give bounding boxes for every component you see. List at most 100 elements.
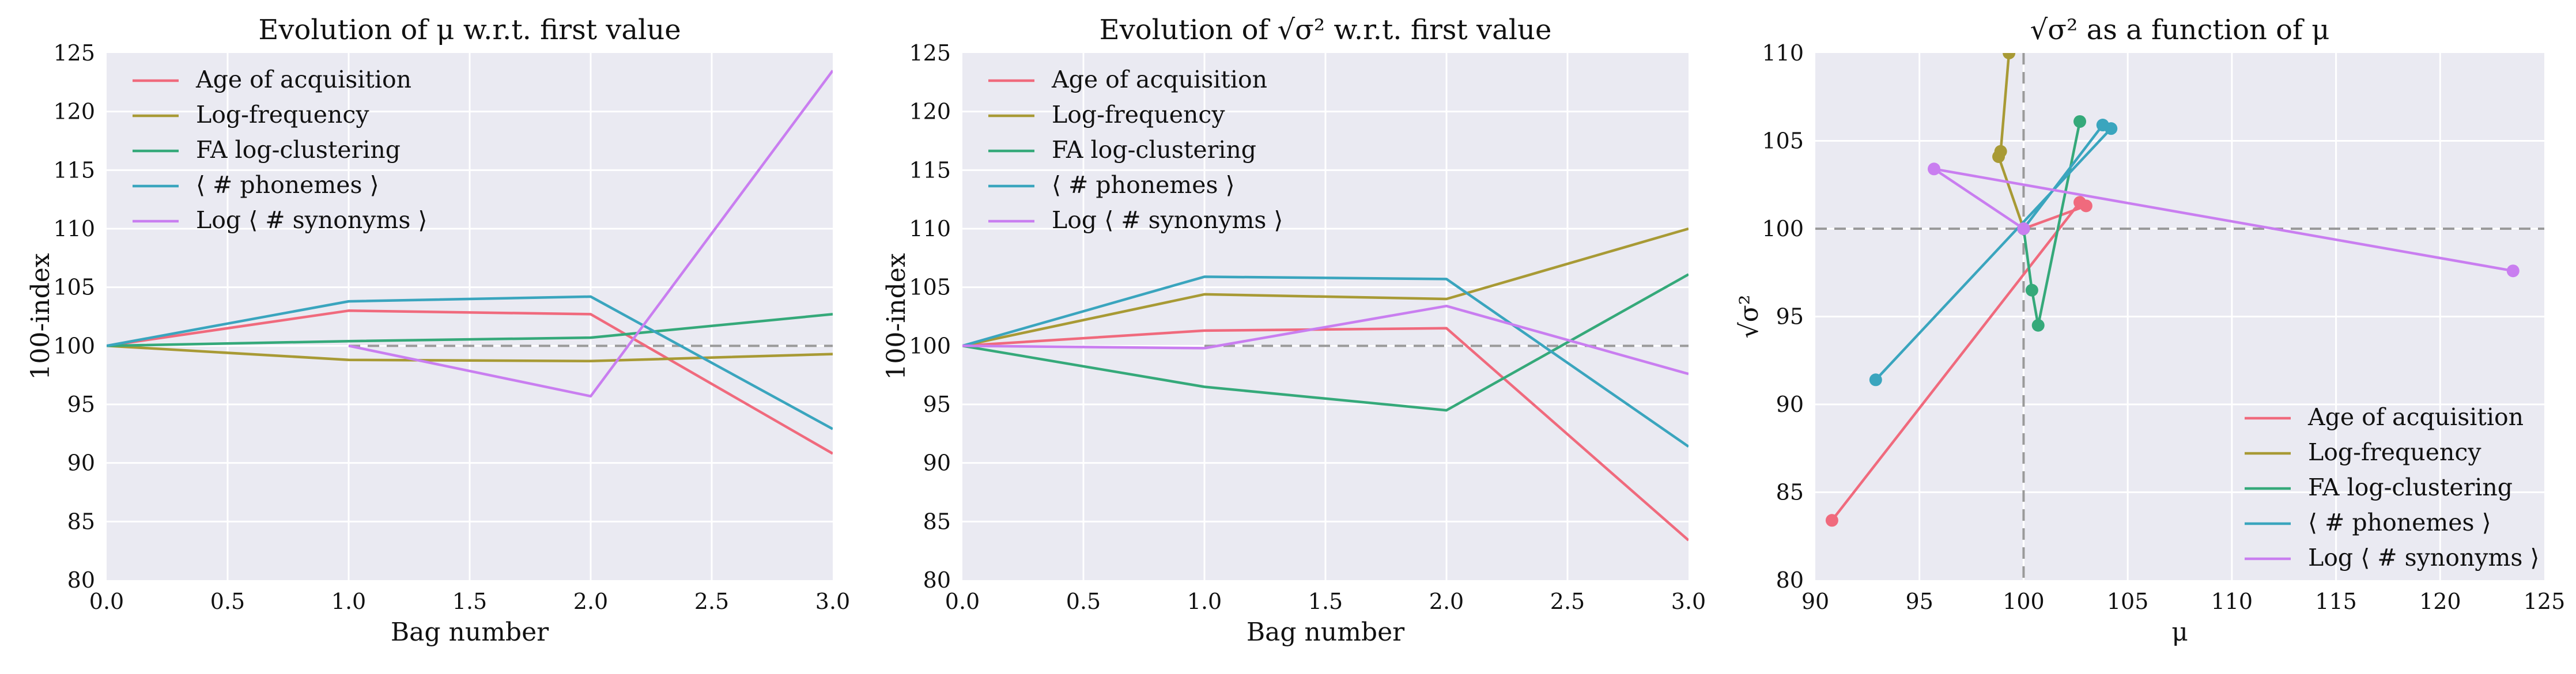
chart-panel-2: 0.0 0.5 1.0 1.5 2.0 2.5 3.0 80 85 90 95 100 105 110 11… <box>882 14 1706 647</box>
x-tick-label: 1.5 <box>452 589 487 614</box>
x-tick-label: 110 <box>2211 589 2253 614</box>
y-tick-label: 115 <box>53 157 95 183</box>
series-line-5 <box>962 304 1689 376</box>
legend-label: Log-frequency <box>196 101 369 128</box>
series-point-4 <box>1869 373 1882 387</box>
series-point-1 <box>2073 196 2087 209</box>
x-tick-label: 0.0 <box>89 589 124 614</box>
y-tick-label: 125 <box>909 40 951 66</box>
legend-label: FA log-clustering <box>1052 136 1256 164</box>
series-point-3 <box>2031 319 2045 332</box>
series-point-5 <box>2017 222 2030 235</box>
series-line-2 <box>962 227 1689 347</box>
y-tick-label: 80 <box>1776 567 1804 593</box>
legend-label: Log ⟨ # synonyms ⟩ <box>1052 206 1283 234</box>
legend: Age of acquisition Log-frequency FA log-cl… <box>988 66 1283 234</box>
y-tick-label: 105 <box>53 275 95 300</box>
y-tick-label: 105 <box>909 275 951 300</box>
x-tick-label: 2.0 <box>1429 589 1464 614</box>
legend-label: Log ⟨ # synonyms ⟩ <box>196 206 427 234</box>
legend-label: ⟨ # phonemes ⟩ <box>2308 509 2491 536</box>
y-tick-label: 120 <box>53 99 95 124</box>
series-line-3 <box>2022 121 2082 327</box>
series-point-5 <box>1928 162 1941 176</box>
series-group <box>1825 53 2520 527</box>
x-axis-label: Bag number <box>391 618 549 647</box>
x-tick-label: 0.0 <box>945 589 980 614</box>
legend-label: ⟨ # phonemes ⟩ <box>196 171 379 199</box>
y-tick-label: 90 <box>923 450 951 476</box>
series-line-3 <box>962 273 1689 412</box>
y-axis-label: 100-index <box>26 253 55 380</box>
x-tick-label: 3.0 <box>815 589 850 614</box>
legend: Age of acquisition Log-frequency FA log-cl… <box>133 66 427 234</box>
legend-label: FA log-clustering <box>2308 474 2513 501</box>
x-tick-label: 1.5 <box>1308 589 1343 614</box>
x-tick-label: 120 <box>2419 589 2461 614</box>
y-tick-label: 80 <box>923 567 951 593</box>
chart-title: Evolution of μ w.r.t. first value <box>258 14 681 46</box>
legend-label: Log-frequency <box>1052 101 1225 128</box>
x-tick-label: 3.0 <box>1671 589 1706 614</box>
series-point-1 <box>1825 514 1838 527</box>
y-tick-label: 85 <box>67 509 95 534</box>
x-tick-label: 105 <box>2107 589 2149 614</box>
y-tick-label: 110 <box>909 216 951 241</box>
x-tick-label: 2.5 <box>1550 589 1585 614</box>
series-line-1 <box>107 309 833 455</box>
chart-title: √σ² as a function of μ <box>2030 14 2330 46</box>
series-group <box>107 70 833 455</box>
chart-panel-1: 0.0 0.5 1.0 1.5 2.0 2.5 3.0 80 85 90 95 100 105 110 11… <box>26 14 850 647</box>
legend-label: Log ⟨ # synonyms ⟩ <box>2308 544 2539 571</box>
legend: Age of acquisition Log-frequency FA log-cl… <box>2245 403 2539 571</box>
legend-label: Age of acquisition <box>1051 66 1267 93</box>
y-tick-label: 100 <box>53 333 95 358</box>
legend-label: ⟨ # phonemes ⟩ <box>1052 171 1235 199</box>
y-tick-label: 110 <box>1762 40 1804 66</box>
y-axis-label: 100-index <box>882 253 911 380</box>
y-tick-label: 110 <box>53 216 95 241</box>
x-tick-label: 125 <box>2524 589 2566 614</box>
x-tick-label: 0.5 <box>1066 589 1101 614</box>
series-point-4 <box>2105 122 2118 135</box>
y-tick-label: 90 <box>67 450 95 476</box>
x-tick-label: 0.5 <box>210 589 245 614</box>
series-line-4 <box>107 295 833 430</box>
legend-label: Age of acquisition <box>195 66 411 93</box>
series-line-5 <box>348 70 833 398</box>
series-line-4 <box>962 275 1689 448</box>
series-point-2 <box>1994 145 2007 158</box>
series-point-2 <box>2003 53 2016 59</box>
legend-label: Age of acquisition <box>2307 403 2524 431</box>
y-tick-label: 80 <box>67 567 95 593</box>
series-line-1 <box>962 327 1689 542</box>
y-tick-label: 85 <box>1776 480 1804 505</box>
series-line-3 <box>107 313 833 347</box>
y-tick-label: 90 <box>1776 392 1804 417</box>
y-tick-label: 100 <box>1762 216 1804 241</box>
y-axis-label: √σ² <box>1735 295 1764 339</box>
y-tick-label: 120 <box>909 99 951 124</box>
x-tick-label: 95 <box>1906 589 1933 614</box>
y-tick-label: 115 <box>909 157 951 183</box>
x-tick-label: 2.5 <box>694 589 729 614</box>
series-point-3 <box>2025 283 2038 297</box>
y-tick-label: 100 <box>909 333 951 358</box>
y-tick-label: 95 <box>1776 304 1804 330</box>
y-tick-label: 95 <box>67 392 95 417</box>
chart-panel-3: 90 95 100 105 110 115 120 125 80 85 90 95 100 105 110 √… <box>1735 14 2565 647</box>
y-tick-label: 105 <box>1762 128 1804 154</box>
series-point-3 <box>2073 115 2087 128</box>
x-tick-label: 115 <box>2315 589 2357 614</box>
x-tick-label: 2.0 <box>573 589 608 614</box>
x-tick-label: 1.0 <box>1187 589 1222 614</box>
x-axis-label: μ <box>2171 618 2188 647</box>
y-tick-label: 95 <box>923 392 951 417</box>
chart-title: Evolution of √σ² w.r.t. first value <box>1100 14 1552 46</box>
series-point-5 <box>2506 264 2520 278</box>
x-tick-label: 100 <box>2003 589 2045 614</box>
y-tick-label: 85 <box>923 509 951 534</box>
series-line-2 <box>107 344 833 363</box>
y-tick-label: 125 <box>53 40 95 66</box>
